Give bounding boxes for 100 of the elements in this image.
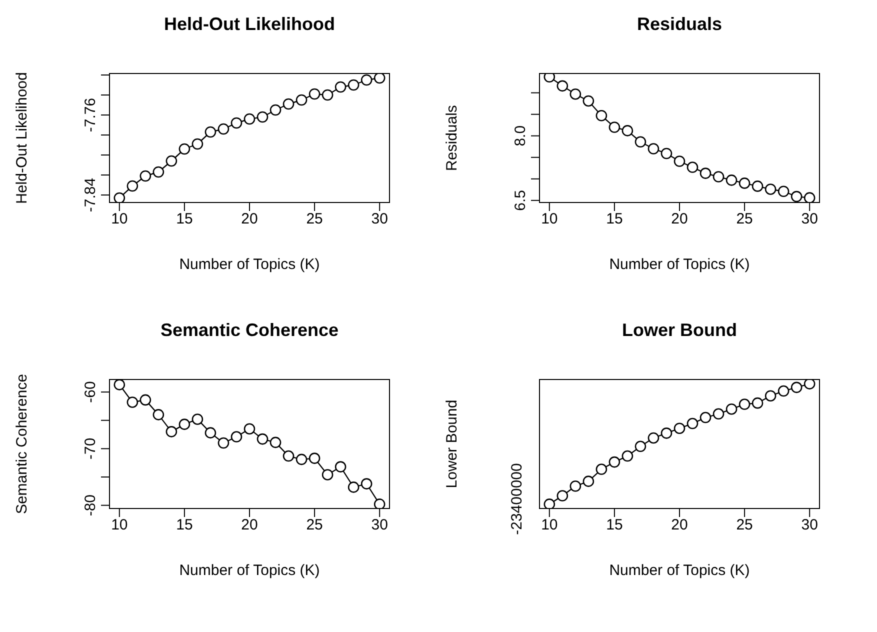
point [648, 432, 660, 444]
point [608, 122, 620, 133]
text: -23400000 [508, 463, 526, 535]
chart-title: Held-Out Likelihood [163, 14, 336, 35]
x-tick-label: 30 [371, 210, 388, 228]
y-axis-title: Semantic Coherence [14, 374, 30, 514]
point [582, 476, 594, 487]
point [712, 171, 724, 182]
point [348, 79, 360, 91]
point [192, 138, 204, 150]
point [752, 397, 764, 409]
point [140, 170, 152, 182]
y-axis-title: Residuals [444, 105, 460, 171]
y-axis-title: Lower Bound [444, 400, 460, 488]
point [204, 126, 216, 138]
x-tick-label: 25 [306, 516, 323, 534]
point [126, 396, 138, 408]
point [596, 110, 608, 122]
point [556, 80, 568, 92]
point [166, 426, 178, 438]
x-tick-label: 15 [606, 516, 623, 534]
x-tick-label: 30 [801, 210, 818, 228]
x-tick-label: 25 [736, 516, 753, 534]
point [126, 180, 138, 192]
point [334, 461, 346, 472]
point [244, 423, 256, 434]
x-tick-label: 20 [671, 210, 688, 228]
point [256, 433, 268, 445]
y-tick-label: -80 [82, 494, 99, 516]
point [778, 385, 790, 397]
point [738, 398, 750, 410]
point [726, 174, 738, 186]
y-tick-label: -70 [82, 438, 99, 460]
point [270, 104, 282, 116]
point [374, 498, 386, 509]
point [556, 490, 568, 502]
point [622, 450, 634, 462]
y-tick-label: 6.5 [512, 190, 529, 211]
x-tick-label: 10 [541, 516, 558, 534]
y-tick-label: 8.0 [512, 125, 529, 146]
point [778, 186, 790, 198]
point [374, 73, 386, 84]
x-axis-title: Number of Topics (K) [608, 562, 751, 579]
point [348, 482, 360, 493]
x-tick-label: 15 [606, 210, 623, 228]
point [360, 478, 372, 490]
point [634, 440, 646, 452]
point [256, 111, 268, 123]
point [282, 450, 294, 462]
chart-title: Semantic Coherence [159, 320, 340, 341]
y-axis-title: Held-Out Likelihood [14, 72, 30, 204]
x-tick-label: 20 [241, 210, 258, 228]
point [296, 94, 308, 106]
x-axis-title: Number of Topics (K) [178, 562, 321, 579]
point [204, 427, 216, 438]
point [152, 166, 164, 178]
point [764, 390, 776, 402]
point [712, 408, 724, 420]
point [218, 437, 230, 449]
point [140, 394, 152, 406]
x-tick-label: 25 [306, 210, 323, 228]
point [582, 95, 594, 107]
point [738, 178, 750, 189]
point [296, 454, 308, 466]
point [230, 431, 242, 442]
point [166, 155, 178, 167]
x-tick-label: 15 [176, 516, 193, 534]
y-tick-label: -7.84 [82, 178, 99, 212]
point [114, 192, 126, 203]
point [596, 464, 608, 475]
y-tick-label: -60 [82, 381, 99, 403]
point [686, 418, 698, 430]
point [570, 480, 582, 492]
point [322, 89, 334, 101]
point [752, 180, 764, 192]
point [660, 428, 672, 439]
point [790, 190, 802, 202]
x-tick-label: 10 [541, 210, 558, 228]
point [282, 98, 294, 110]
x-tick-label: 30 [371, 516, 388, 534]
point [544, 498, 556, 509]
point [804, 379, 816, 390]
x-tick-label: 25 [736, 210, 753, 228]
point [622, 125, 634, 136]
point [686, 162, 698, 173]
point [660, 148, 672, 160]
point [570, 88, 582, 100]
x-tick-label: 20 [671, 516, 688, 534]
x-axis-title: Number of Topics (K) [608, 256, 751, 273]
point [544, 73, 556, 83]
point [230, 117, 242, 129]
point [648, 143, 660, 154]
point [790, 382, 802, 394]
point [218, 123, 230, 135]
point [192, 414, 204, 425]
y-tick-label: -7.76 [82, 98, 99, 132]
point [674, 156, 686, 167]
x-tick-label: 10 [111, 516, 128, 534]
point [322, 469, 334, 480]
point [608, 456, 620, 468]
